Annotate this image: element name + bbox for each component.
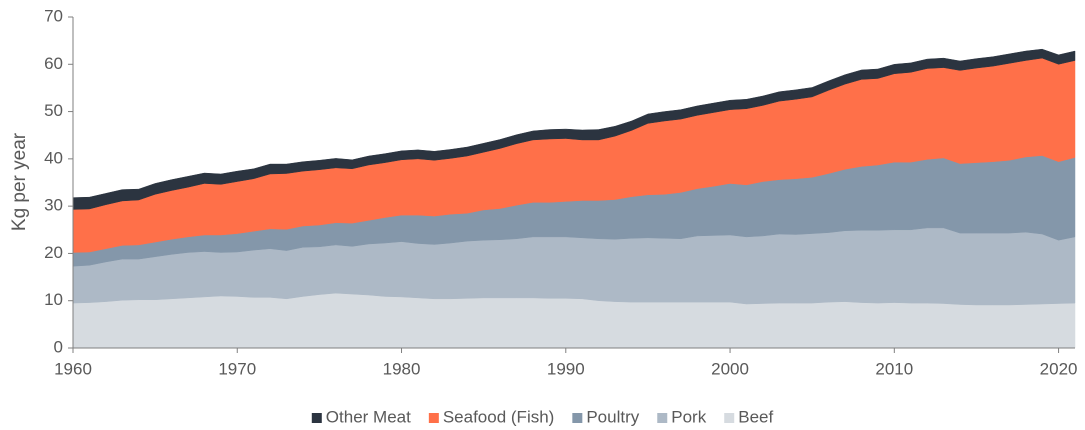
y-tick-label: 40 <box>44 148 63 167</box>
x-tick-label: 1980 <box>383 359 421 378</box>
x-tick-label: 1990 <box>547 359 585 378</box>
y-tick-label: 0 <box>54 337 63 356</box>
x-tick-label: 2010 <box>875 359 913 378</box>
area <box>72 48 1076 210</box>
y-tick-label: 70 <box>44 6 63 25</box>
y-tick-label: 30 <box>44 196 63 215</box>
legend-label: Beef <box>738 407 773 426</box>
y-axis-label: Kg per year <box>9 132 30 231</box>
legend-label: Seafood (Fish) <box>443 407 555 426</box>
y-tick-label: 20 <box>44 243 63 262</box>
legend-swatch <box>428 413 439 423</box>
legend-swatch <box>572 413 583 423</box>
y-tick-label: 10 <box>44 290 63 309</box>
x-tick-label: 2020 <box>1040 359 1078 378</box>
legend-swatch <box>657 413 668 423</box>
legend-label: Pork <box>671 407 706 426</box>
x-tick-label: 1960 <box>54 359 92 378</box>
y-tick-label: 60 <box>44 54 63 73</box>
legend-label: Other Meat <box>326 407 411 426</box>
y-tick-label: 50 <box>44 101 63 120</box>
legend-swatch <box>311 413 322 423</box>
x-tick-label: 1970 <box>218 359 256 378</box>
x-tick-label: 2000 <box>711 359 749 378</box>
legend: Other Meat Seafood (Fish) Poultry Pork Beef <box>311 407 773 426</box>
legend-swatch <box>724 413 735 423</box>
legend-label: Poultry <box>586 407 639 426</box>
